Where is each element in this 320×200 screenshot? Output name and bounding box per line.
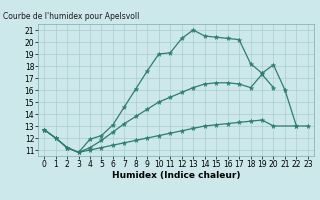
Text: Courbe de l'humidex pour Apelsvoll: Courbe de l'humidex pour Apelsvoll	[3, 12, 140, 21]
X-axis label: Humidex (Indice chaleur): Humidex (Indice chaleur)	[112, 171, 240, 180]
